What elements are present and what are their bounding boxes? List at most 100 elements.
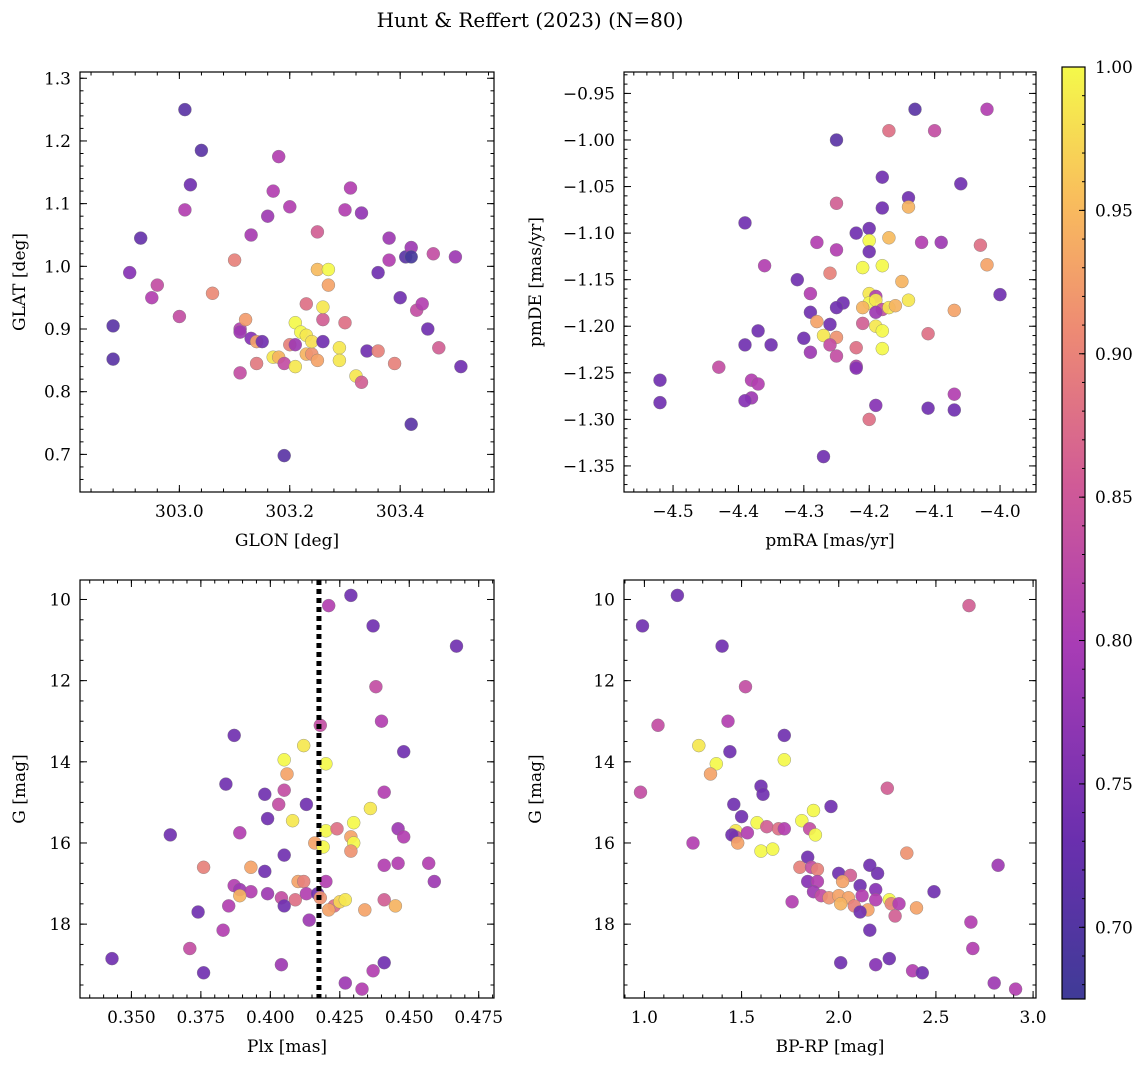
data-point — [803, 305, 818, 319]
data-point — [415, 297, 429, 311]
data-point — [856, 316, 870, 331]
data-point — [194, 143, 209, 158]
y-tick-label: 12 — [593, 672, 615, 692]
x-tick-label: −4.2 — [849, 502, 890, 522]
data-point — [427, 874, 441, 889]
data-point — [369, 680, 383, 694]
data-point — [810, 235, 824, 250]
data-point — [277, 899, 291, 913]
data-point — [888, 299, 903, 313]
data-point — [829, 349, 844, 363]
data-point — [738, 394, 752, 408]
data-point — [849, 361, 863, 375]
data-point — [302, 913, 316, 927]
data-point — [980, 258, 994, 272]
data-point — [283, 200, 297, 214]
data-point — [260, 887, 275, 901]
data-point — [387, 356, 402, 371]
x-tick-label: 303.0 — [155, 502, 204, 522]
data-point — [921, 401, 935, 415]
x-tick-label: 303.2 — [265, 502, 314, 522]
data-point — [766, 842, 780, 856]
data-point — [849, 341, 863, 355]
data-point — [377, 858, 391, 872]
data-point — [163, 828, 177, 842]
colorbar-tick-label: 1.00 — [1095, 58, 1133, 78]
data-point — [785, 895, 799, 909]
data-point — [915, 966, 929, 980]
data-point — [715, 639, 729, 653]
x-tick-label: 2.0 — [825, 1008, 852, 1028]
data-point — [875, 341, 889, 356]
data-point — [330, 822, 344, 836]
data-point — [810, 314, 824, 329]
data-point — [993, 287, 1007, 302]
y-tick-label: −1.00 — [563, 131, 615, 151]
data-point — [909, 901, 924, 915]
data-point — [834, 956, 848, 970]
panel-glon-glat: 303.0 303.2 303.4 0.7 0.8 0.9 1.0 1.1 1.2 1.3 GLON… — [10, 69, 495, 551]
data-point — [354, 375, 369, 389]
data-point — [288, 893, 302, 907]
colorbar-tick-label: 0.80 — [1095, 632, 1133, 652]
data-point — [869, 398, 883, 413]
data-point — [233, 366, 247, 380]
data-point — [829, 243, 844, 257]
data-point — [404, 417, 418, 431]
scatter-points — [105, 588, 464, 996]
data-point — [191, 905, 205, 919]
data-point — [764, 338, 778, 352]
x-axis-label: BP-RP [mag] — [776, 1037, 885, 1057]
data-point — [835, 874, 850, 889]
data-point — [432, 341, 446, 355]
data-point — [651, 718, 665, 732]
scatter-points — [106, 102, 468, 463]
data-point — [238, 312, 253, 327]
data-point — [404, 250, 418, 264]
data-point — [947, 303, 961, 318]
data-point — [723, 745, 737, 759]
data-point — [344, 588, 358, 603]
data-point — [266, 184, 280, 198]
data-point — [823, 338, 837, 352]
data-point — [123, 265, 137, 280]
data-point — [834, 897, 848, 911]
data-point — [823, 266, 837, 280]
data-point — [855, 889, 869, 903]
data-point — [297, 874, 311, 889]
data-point — [377, 785, 391, 799]
data-point — [947, 387, 961, 401]
y-axis-label: G [mag] — [10, 754, 30, 823]
data-point — [150, 278, 164, 292]
data-point — [338, 203, 352, 217]
y-tick-label: 10 — [593, 590, 615, 610]
data-point — [448, 250, 463, 264]
data-point — [954, 177, 968, 191]
x-tick-label: 0.450 — [385, 1008, 434, 1028]
data-point — [653, 395, 667, 410]
data-point — [393, 291, 407, 305]
data-point — [145, 291, 159, 305]
y-tick-label: −1.30 — [563, 410, 615, 430]
data-point — [274, 958, 289, 972]
colorbar-gradient — [1061, 66, 1086, 1000]
data-point — [322, 598, 336, 613]
data-point — [892, 897, 906, 911]
data-point — [272, 149, 286, 164]
data-point — [338, 316, 352, 330]
colorbar-tick-label: 0.95 — [1095, 201, 1133, 221]
data-point — [321, 262, 336, 277]
figure-title: Hunt & Reffert (2023) (N=80) — [377, 8, 684, 32]
data-point — [374, 714, 389, 728]
data-point — [183, 941, 197, 956]
x-tick-label: 0.350 — [107, 1008, 156, 1028]
data-point — [388, 899, 403, 913]
data-point — [875, 170, 889, 184]
data-point — [670, 588, 685, 603]
data-point — [183, 178, 198, 192]
data-point — [355, 982, 369, 996]
data-point — [862, 245, 876, 259]
axes-frame — [79, 579, 495, 999]
y-tick-label: 0.9 — [44, 320, 71, 340]
data-point — [321, 278, 336, 292]
